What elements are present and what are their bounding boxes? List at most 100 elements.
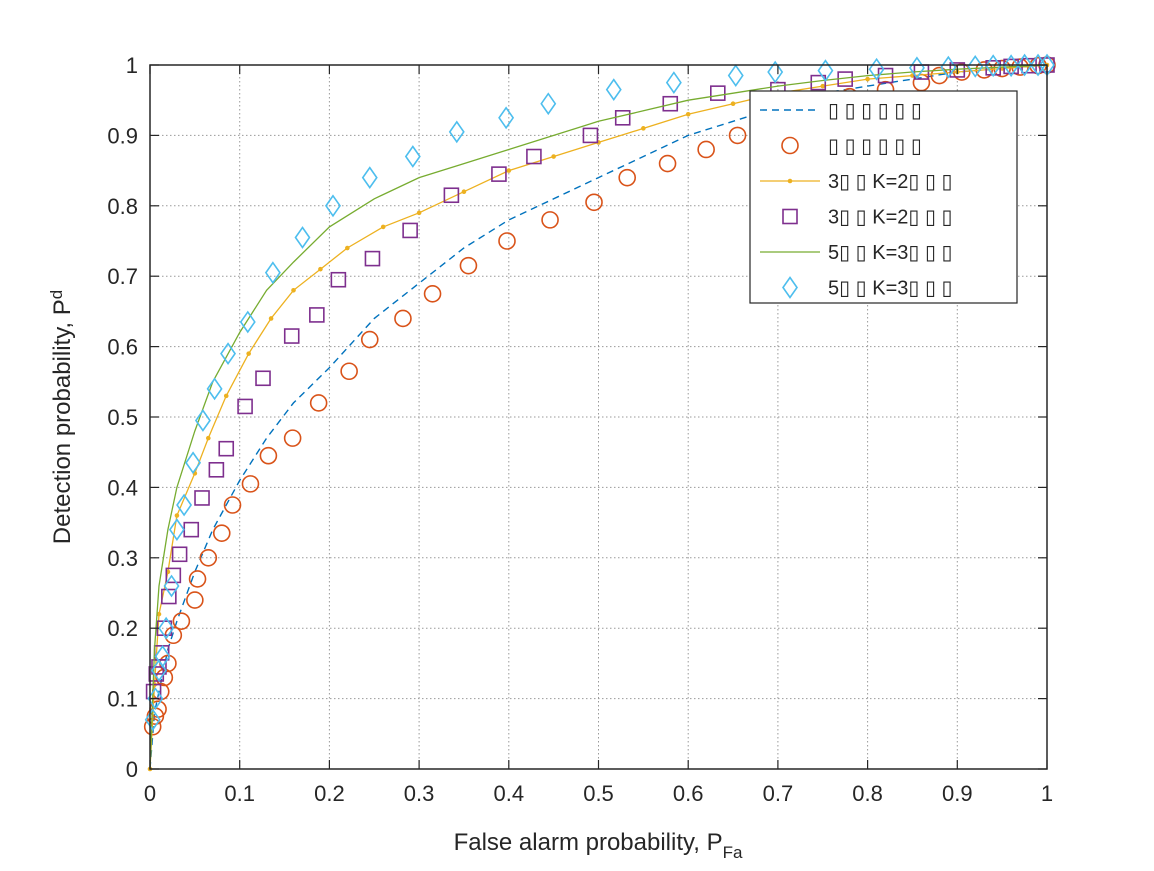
series-4-point <box>208 461 225 478</box>
y-tick-label: 0.6 <box>107 335 138 360</box>
series-3-point <box>551 154 556 159</box>
legend-swatch-marker <box>787 178 793 184</box>
y-axis-label: Detection probability, Pd <box>47 290 76 544</box>
series-6-point <box>185 451 202 475</box>
series-4-point <box>283 328 300 344</box>
y-tick-label: 0.5 <box>107 405 138 430</box>
series-3-point <box>380 224 386 230</box>
series-6-point <box>325 194 341 218</box>
series-2-point <box>585 193 603 212</box>
series-4-point <box>710 85 726 101</box>
series-4-point <box>194 490 210 506</box>
series-6-point <box>404 145 421 168</box>
series-3-point <box>246 351 251 356</box>
series-6-point <box>817 59 834 83</box>
series-6-point <box>727 64 744 87</box>
series-5-line <box>149 64 1048 770</box>
x-axis-label-subscript: Fa <box>723 843 743 862</box>
series-6-point <box>163 574 180 598</box>
series-6-point <box>361 166 378 190</box>
legend-box <box>749 90 1018 304</box>
y-tick-label: 0 <box>126 757 138 782</box>
y-tick-label: 0.9 <box>107 123 138 148</box>
series-2-point <box>423 284 442 303</box>
series-4-point <box>255 370 271 387</box>
series-6-point <box>150 659 167 682</box>
x-tick-label: 0.3 <box>404 781 435 806</box>
series-6-point <box>154 644 171 668</box>
legend-swatch <box>782 208 798 225</box>
series-6-point <box>158 616 175 640</box>
series-3-point <box>206 435 211 441</box>
series-2-point <box>697 140 715 159</box>
series-3-point <box>461 189 467 195</box>
x-tick-label: 0.8 <box>852 781 883 806</box>
series-2-point <box>541 211 559 229</box>
series-4-point <box>582 127 599 144</box>
series-6-point <box>144 708 161 732</box>
x-tick-label: 0.9 <box>942 781 973 806</box>
series-2-point <box>259 446 278 465</box>
series-4-point <box>491 166 507 182</box>
series-6-point <box>868 57 885 81</box>
series-6-point <box>540 92 557 116</box>
series-6-point <box>940 55 957 79</box>
series-4-point <box>526 148 542 165</box>
x-tick-label: 0.6 <box>673 781 704 806</box>
series-2-point <box>394 309 412 328</box>
series-6-point <box>967 55 984 78</box>
series-2-point <box>172 612 191 630</box>
x-tick-label: 0.2 <box>314 781 345 806</box>
series-6-point <box>1003 54 1020 78</box>
series-4-point <box>330 271 347 288</box>
series-2-point <box>241 475 260 493</box>
series-4-point <box>218 440 235 457</box>
series-1 <box>149 64 1048 770</box>
x-tick-label: 0.7 <box>763 781 794 806</box>
series-6-point <box>168 518 185 542</box>
series-6-point <box>665 71 682 94</box>
series-4-point <box>810 74 827 91</box>
series-3-point <box>223 393 229 399</box>
y-tick-label: 1 <box>126 53 138 78</box>
series-3-point <box>730 101 736 107</box>
series-3-point <box>174 513 180 518</box>
series-2-point <box>728 126 747 145</box>
series-6 <box>144 53 1055 732</box>
series-layer <box>143 53 1056 772</box>
x-tick-label: 0.5 <box>583 781 614 806</box>
series-6-point <box>206 377 223 401</box>
series-2-point <box>199 548 218 567</box>
series-3-point <box>641 126 646 131</box>
series-6-point <box>985 54 1002 78</box>
legend-label: 5▯ ▯ K=3▯ ▯ ▯ <box>828 242 953 264</box>
series-6-point <box>239 310 256 334</box>
series-6-point <box>605 78 622 102</box>
series-4-point <box>402 222 418 239</box>
series-4-point <box>443 187 460 204</box>
series-2-point <box>283 429 302 447</box>
series-3-point <box>318 266 323 272</box>
series-3-point <box>416 210 422 216</box>
series-6-point <box>194 409 211 432</box>
series-2-point <box>658 154 677 173</box>
x-tick-label: 0 <box>144 781 156 806</box>
series-6-point <box>498 106 515 130</box>
series-3-point <box>865 76 870 82</box>
series-4-point <box>165 567 182 584</box>
series-4-point <box>309 307 325 323</box>
series-1-line <box>149 64 1048 770</box>
series-4-point <box>161 588 177 605</box>
series-3-point <box>506 168 512 173</box>
series-2-point <box>498 232 516 250</box>
series-3-point <box>345 245 350 251</box>
series-3-point <box>820 83 826 89</box>
x-tick-label: 1 <box>1041 781 1053 806</box>
series-2-point <box>459 256 478 275</box>
legend-label: ▯ ▯ ▯ ▯ ▯ ▯ <box>828 100 922 122</box>
series-4-point <box>237 398 253 415</box>
y-tick-label: 0.7 <box>107 264 138 289</box>
series-2-point <box>360 330 379 349</box>
series-6-point <box>264 261 281 285</box>
